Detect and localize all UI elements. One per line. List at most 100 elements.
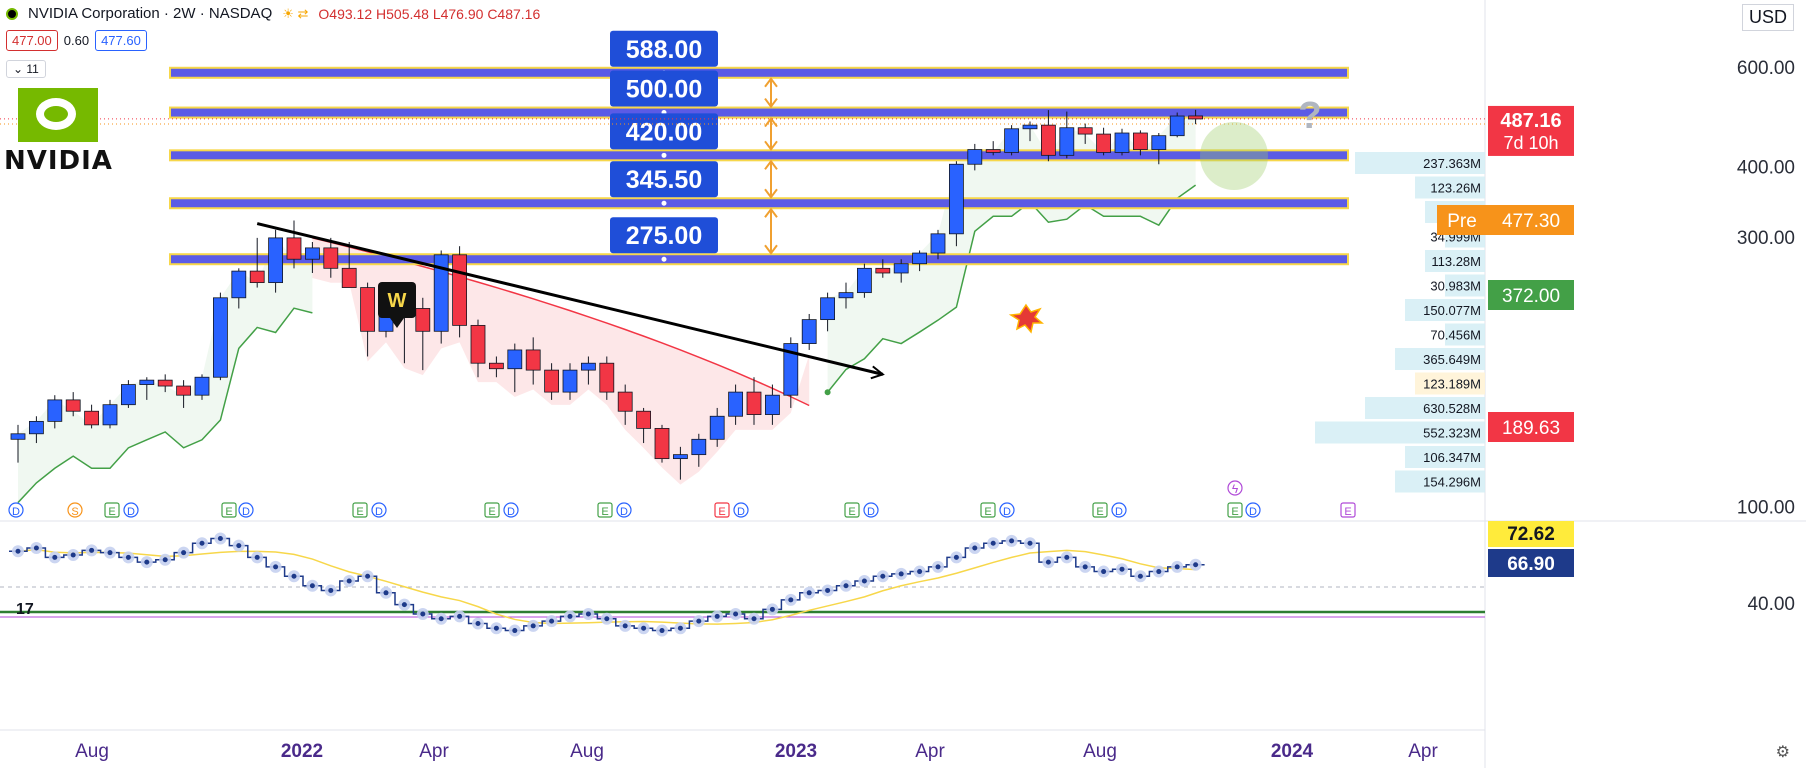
candle-body — [65, 399, 81, 412]
event-marker-label: D — [620, 506, 628, 518]
candle-body — [728, 391, 743, 417]
volume-profile-bar — [1395, 470, 1485, 493]
event-marker-label: S — [71, 506, 78, 518]
oscillator-point — [475, 620, 481, 626]
nvidia-wordmark: NVIDIA — [4, 146, 113, 176]
volume-profile-bar — [1395, 348, 1485, 370]
oscillator-point — [990, 540, 996, 546]
spread-value: 0.60 — [63, 33, 90, 48]
oscillator-point — [309, 583, 315, 589]
candle-body — [949, 163, 964, 235]
oscillator-point — [70, 552, 76, 558]
oscillator-point — [162, 557, 168, 563]
candle-body — [452, 254, 468, 326]
oscillator-point — [696, 618, 702, 624]
nvidia-logo: NVIDIA — [4, 88, 114, 176]
earnings-marker — [352, 502, 368, 518]
split-marker — [67, 502, 83, 518]
candle-body — [544, 369, 559, 393]
earnings-marker — [1227, 502, 1243, 518]
settings-icon[interactable]: ⚙ — [1775, 744, 1790, 761]
event-marker-label: D — [242, 506, 250, 518]
nvidia-eye-icon — [18, 88, 98, 142]
candle-body — [84, 410, 99, 426]
oscillator-point — [457, 613, 463, 619]
currency-selector[interactable]: USD — [1741, 4, 1794, 31]
range-arrow-head — [764, 207, 778, 218]
sell-button[interactable]: 477.00 — [6, 30, 58, 51]
candle-body — [617, 391, 633, 412]
x-axis-label: Apr — [419, 741, 449, 762]
oscillator-point — [1156, 569, 1162, 575]
oscillator-point — [273, 564, 279, 570]
candle-body — [1059, 127, 1075, 156]
candle-body — [360, 287, 376, 332]
oscillator-point — [825, 587, 831, 593]
dividend-marker — [999, 502, 1015, 518]
volume-profile-label: 630.528M — [1423, 401, 1481, 416]
candle-body — [801, 319, 817, 344]
oscillator-point — [843, 583, 849, 589]
candle-body — [1114, 132, 1130, 153]
oscillator-point — [1082, 564, 1088, 570]
trailing-stop-line-fill — [827, 116, 1196, 393]
lightning-icon-glyph: ϟ — [1232, 482, 1239, 496]
x-axis-label: Aug — [1083, 741, 1117, 762]
buy-button[interactable]: 477.60 — [95, 30, 147, 51]
oscillator-point — [199, 540, 205, 546]
volume-profile-bar — [1405, 299, 1485, 321]
oscillator-point — [622, 623, 628, 629]
candle-body — [121, 384, 136, 406]
earnings-marker — [980, 502, 996, 518]
candle-body — [212, 297, 228, 378]
oscillator-point — [328, 587, 334, 593]
candle-body — [249, 270, 265, 284]
price-level-label: 500.00 — [626, 76, 702, 104]
event-marker-label: E — [601, 506, 608, 518]
oscillator-point — [549, 618, 555, 624]
event-marker-label: D — [867, 506, 875, 518]
x-axis-label: Aug — [570, 741, 604, 762]
last-price-tag-countdown: 7d 10h — [1503, 133, 1558, 153]
oscillator-point — [659, 628, 665, 634]
candle-body — [10, 433, 26, 440]
oscillator-point — [1045, 559, 1051, 565]
oscillator-point — [125, 554, 131, 560]
symbol-title[interactable]: NVIDIA Corporation · 2W · NASDAQ — [28, 5, 273, 22]
candle-body — [194, 376, 210, 396]
oscillator-point — [733, 611, 739, 617]
price-level-label: 588.00 — [626, 36, 702, 64]
candle-body — [1133, 132, 1148, 150]
candle-body — [507, 349, 523, 370]
pattern-badge-pointer — [390, 318, 404, 328]
candle-body — [231, 270, 247, 299]
bearish-cloud — [312, 237, 810, 485]
volume-profile-label: 123.26M — [1430, 181, 1481, 196]
oscillator-point — [1174, 564, 1180, 570]
breakout-burst-icon — [1008, 303, 1045, 334]
candle-body — [746, 391, 762, 415]
oscillator-point — [512, 628, 518, 634]
price-level-anchor — [661, 152, 667, 158]
candle-body — [1004, 128, 1019, 153]
oscillator-point — [677, 625, 683, 631]
oscillator-point — [401, 602, 407, 608]
candle-body — [930, 233, 946, 254]
indicator-count-toggle[interactable]: ⌄ 11 — [6, 60, 46, 78]
oscillator-point — [420, 611, 426, 617]
event-marker-label: D — [375, 506, 383, 518]
candle-body — [654, 427, 670, 460]
earnings-marker — [597, 502, 613, 518]
volume-profile-bar — [1415, 176, 1485, 199]
range-arrow-head — [764, 97, 778, 109]
oscillator-value-tag-value: 66.90 — [1507, 554, 1555, 575]
price-level-band — [169, 106, 1349, 119]
volume-profile-label: 552.323M — [1423, 426, 1481, 441]
earnings-marker — [1340, 502, 1356, 518]
indicator-count: 11 — [26, 62, 39, 76]
cloud-price-tag — [1488, 412, 1574, 442]
candle-body — [433, 254, 449, 332]
event-marker-label: D — [507, 506, 515, 518]
earnings-marker — [104, 502, 120, 518]
